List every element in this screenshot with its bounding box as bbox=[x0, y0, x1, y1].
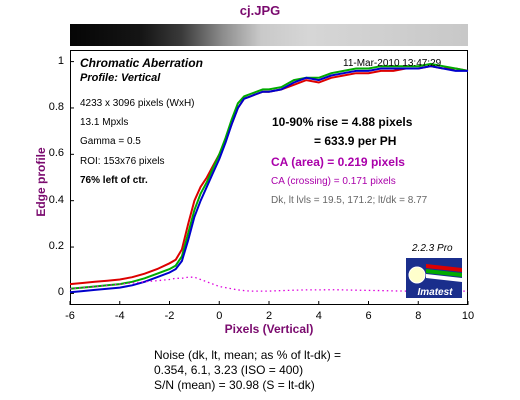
timestamp: 11-Mar-2010 13:47:29 bbox=[343, 58, 442, 69]
y-tick-label: 0.2 bbox=[48, 240, 64, 253]
y-tick-label: 1 bbox=[57, 54, 64, 67]
info-roi: ROI: 153x76 pixels bbox=[80, 156, 165, 167]
info-gamma: Gamma = 0.5 bbox=[80, 136, 141, 147]
noise-line-3: S/N (mean) = 30.98 (S = lt-dk) bbox=[154, 378, 315, 392]
edge-image-strip bbox=[70, 24, 468, 46]
x-tick-label: 6 bbox=[365, 310, 372, 322]
logo-mark bbox=[408, 264, 462, 284]
ca-area-result: CA (area) = 0.219 pixels bbox=[271, 155, 405, 169]
x-axis-label: Pixels (Vertical) bbox=[224, 322, 314, 336]
x-tick-label: 0 bbox=[216, 310, 223, 322]
x-tick-label: 8 bbox=[415, 310, 422, 322]
imatest-logo: Imatest bbox=[406, 258, 462, 298]
x-tick-label: -2 bbox=[164, 310, 175, 322]
noise-line-1: Noise (dk, lt, mean; as % of lt-dk) = bbox=[154, 348, 342, 362]
noise-line-2: 0.354, 6.1, 3.23 (ISO = 400) bbox=[154, 363, 304, 377]
y-tick-label: 0.4 bbox=[48, 193, 64, 206]
x-tick-label: -6 bbox=[65, 310, 75, 322]
chart-title: Chromatic Aberration bbox=[80, 56, 203, 70]
x-tick-label: 10 bbox=[461, 310, 475, 322]
x-tick-label: -4 bbox=[114, 310, 125, 322]
ca-crossing-result: CA (crossing) = 0.171 pixels bbox=[271, 176, 396, 187]
file-title: cj.JPG bbox=[239, 3, 281, 18]
info-position: 76% left of ctr. bbox=[80, 175, 148, 186]
y-tick-label: 0.8 bbox=[48, 100, 64, 113]
per-ph-result: = 633.9 per PH bbox=[314, 134, 397, 148]
version-label: 2.2.3 Pro bbox=[412, 243, 453, 254]
series-line-4 bbox=[69, 276, 468, 292]
info-mpxls: 13.1 Mpxls bbox=[80, 117, 129, 128]
series-line-2 bbox=[69, 62, 469, 290]
x-tick-label: 2 bbox=[265, 310, 273, 322]
y-tick-label: 0 bbox=[57, 286, 64, 299]
series-line-3 bbox=[69, 65, 468, 294]
rise-result: 10-90% rise = 4.88 pixels bbox=[272, 115, 413, 129]
profile-label: Profile: Vertical bbox=[80, 72, 161, 84]
y-tick-label: 0.6 bbox=[48, 147, 64, 160]
dk-lt-levels: Dk, lt lvls = 19.5, 171.2; lt/dk = 8.77 bbox=[271, 195, 428, 206]
info-pixels: 4233 x 3096 pixels (WxH) bbox=[80, 98, 195, 109]
x-tick-label: 4 bbox=[315, 310, 322, 322]
logo-text: Imatest bbox=[417, 287, 453, 298]
